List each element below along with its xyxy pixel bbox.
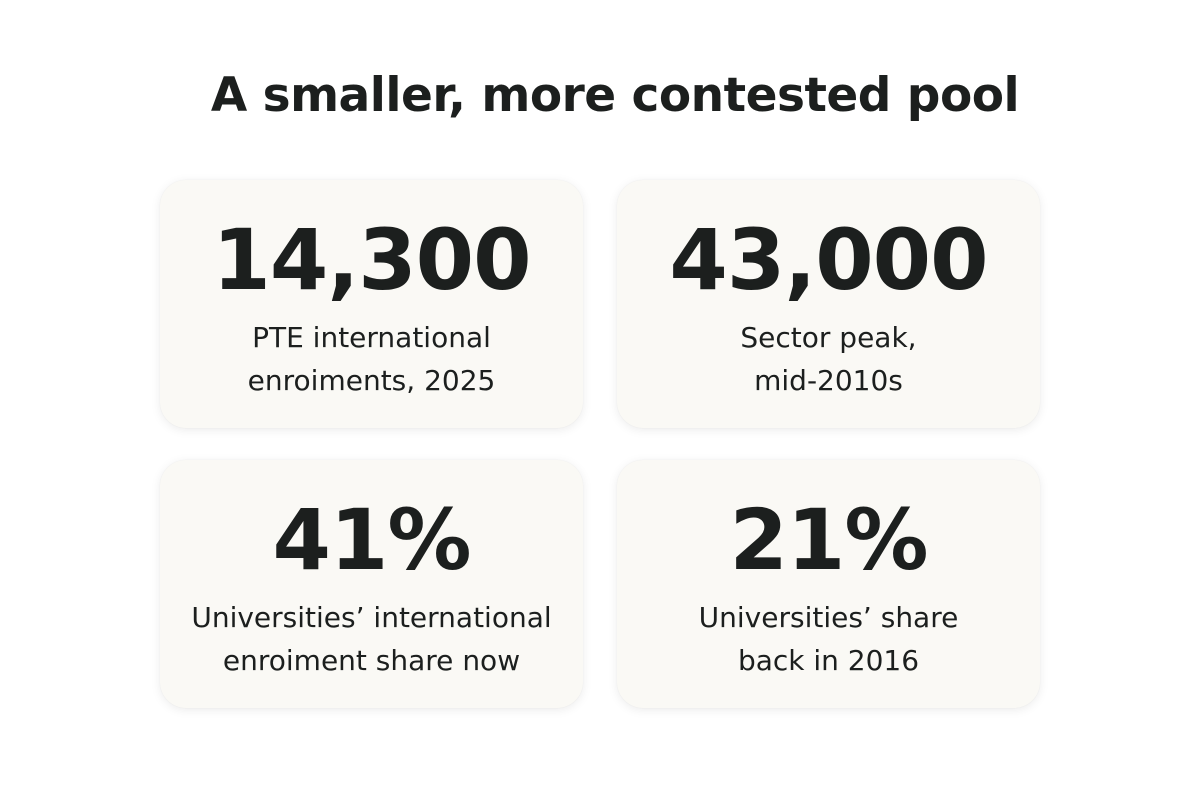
stat-label: Sector peak, mid-2010s — [617, 316, 1040, 402]
stat-card: 21% Universities’ share back in 2016 — [617, 460, 1040, 708]
stat-label: Universities’ share back in 2016 — [617, 596, 1040, 682]
stat-card: 43,000 Sector peak, mid-2010s — [617, 180, 1040, 428]
stat-value: 14,300 — [212, 211, 531, 309]
stat-label-line: enroiment share now — [222, 644, 521, 677]
stat-label: PTE international enroiments, 2025 — [160, 316, 583, 402]
stat-label-line: Sector peak, — [740, 321, 917, 354]
stat-label-line: Universities’ international — [191, 601, 552, 634]
stat-card: 41% Universities’ international enroiment … — [160, 460, 583, 708]
stat-label: Universities’ international enroiment sha… — [160, 596, 583, 682]
stat-value: 41% — [272, 491, 471, 589]
stat-value: 43,000 — [669, 211, 988, 309]
stat-card: 14,300 PTE international enroiments, 2025 — [160, 180, 583, 428]
stat-label-line: Universities’ share — [698, 601, 959, 634]
stat-label-line: mid-2010s — [754, 364, 903, 397]
stat-label-line: PTE international — [252, 321, 491, 354]
stat-label-line: back in 2016 — [737, 644, 920, 677]
stat-label-line: enroiments, 2025 — [247, 364, 496, 397]
title: A smaller, more contested pool — [210, 68, 1020, 123]
stat-value: 21% — [729, 491, 928, 589]
